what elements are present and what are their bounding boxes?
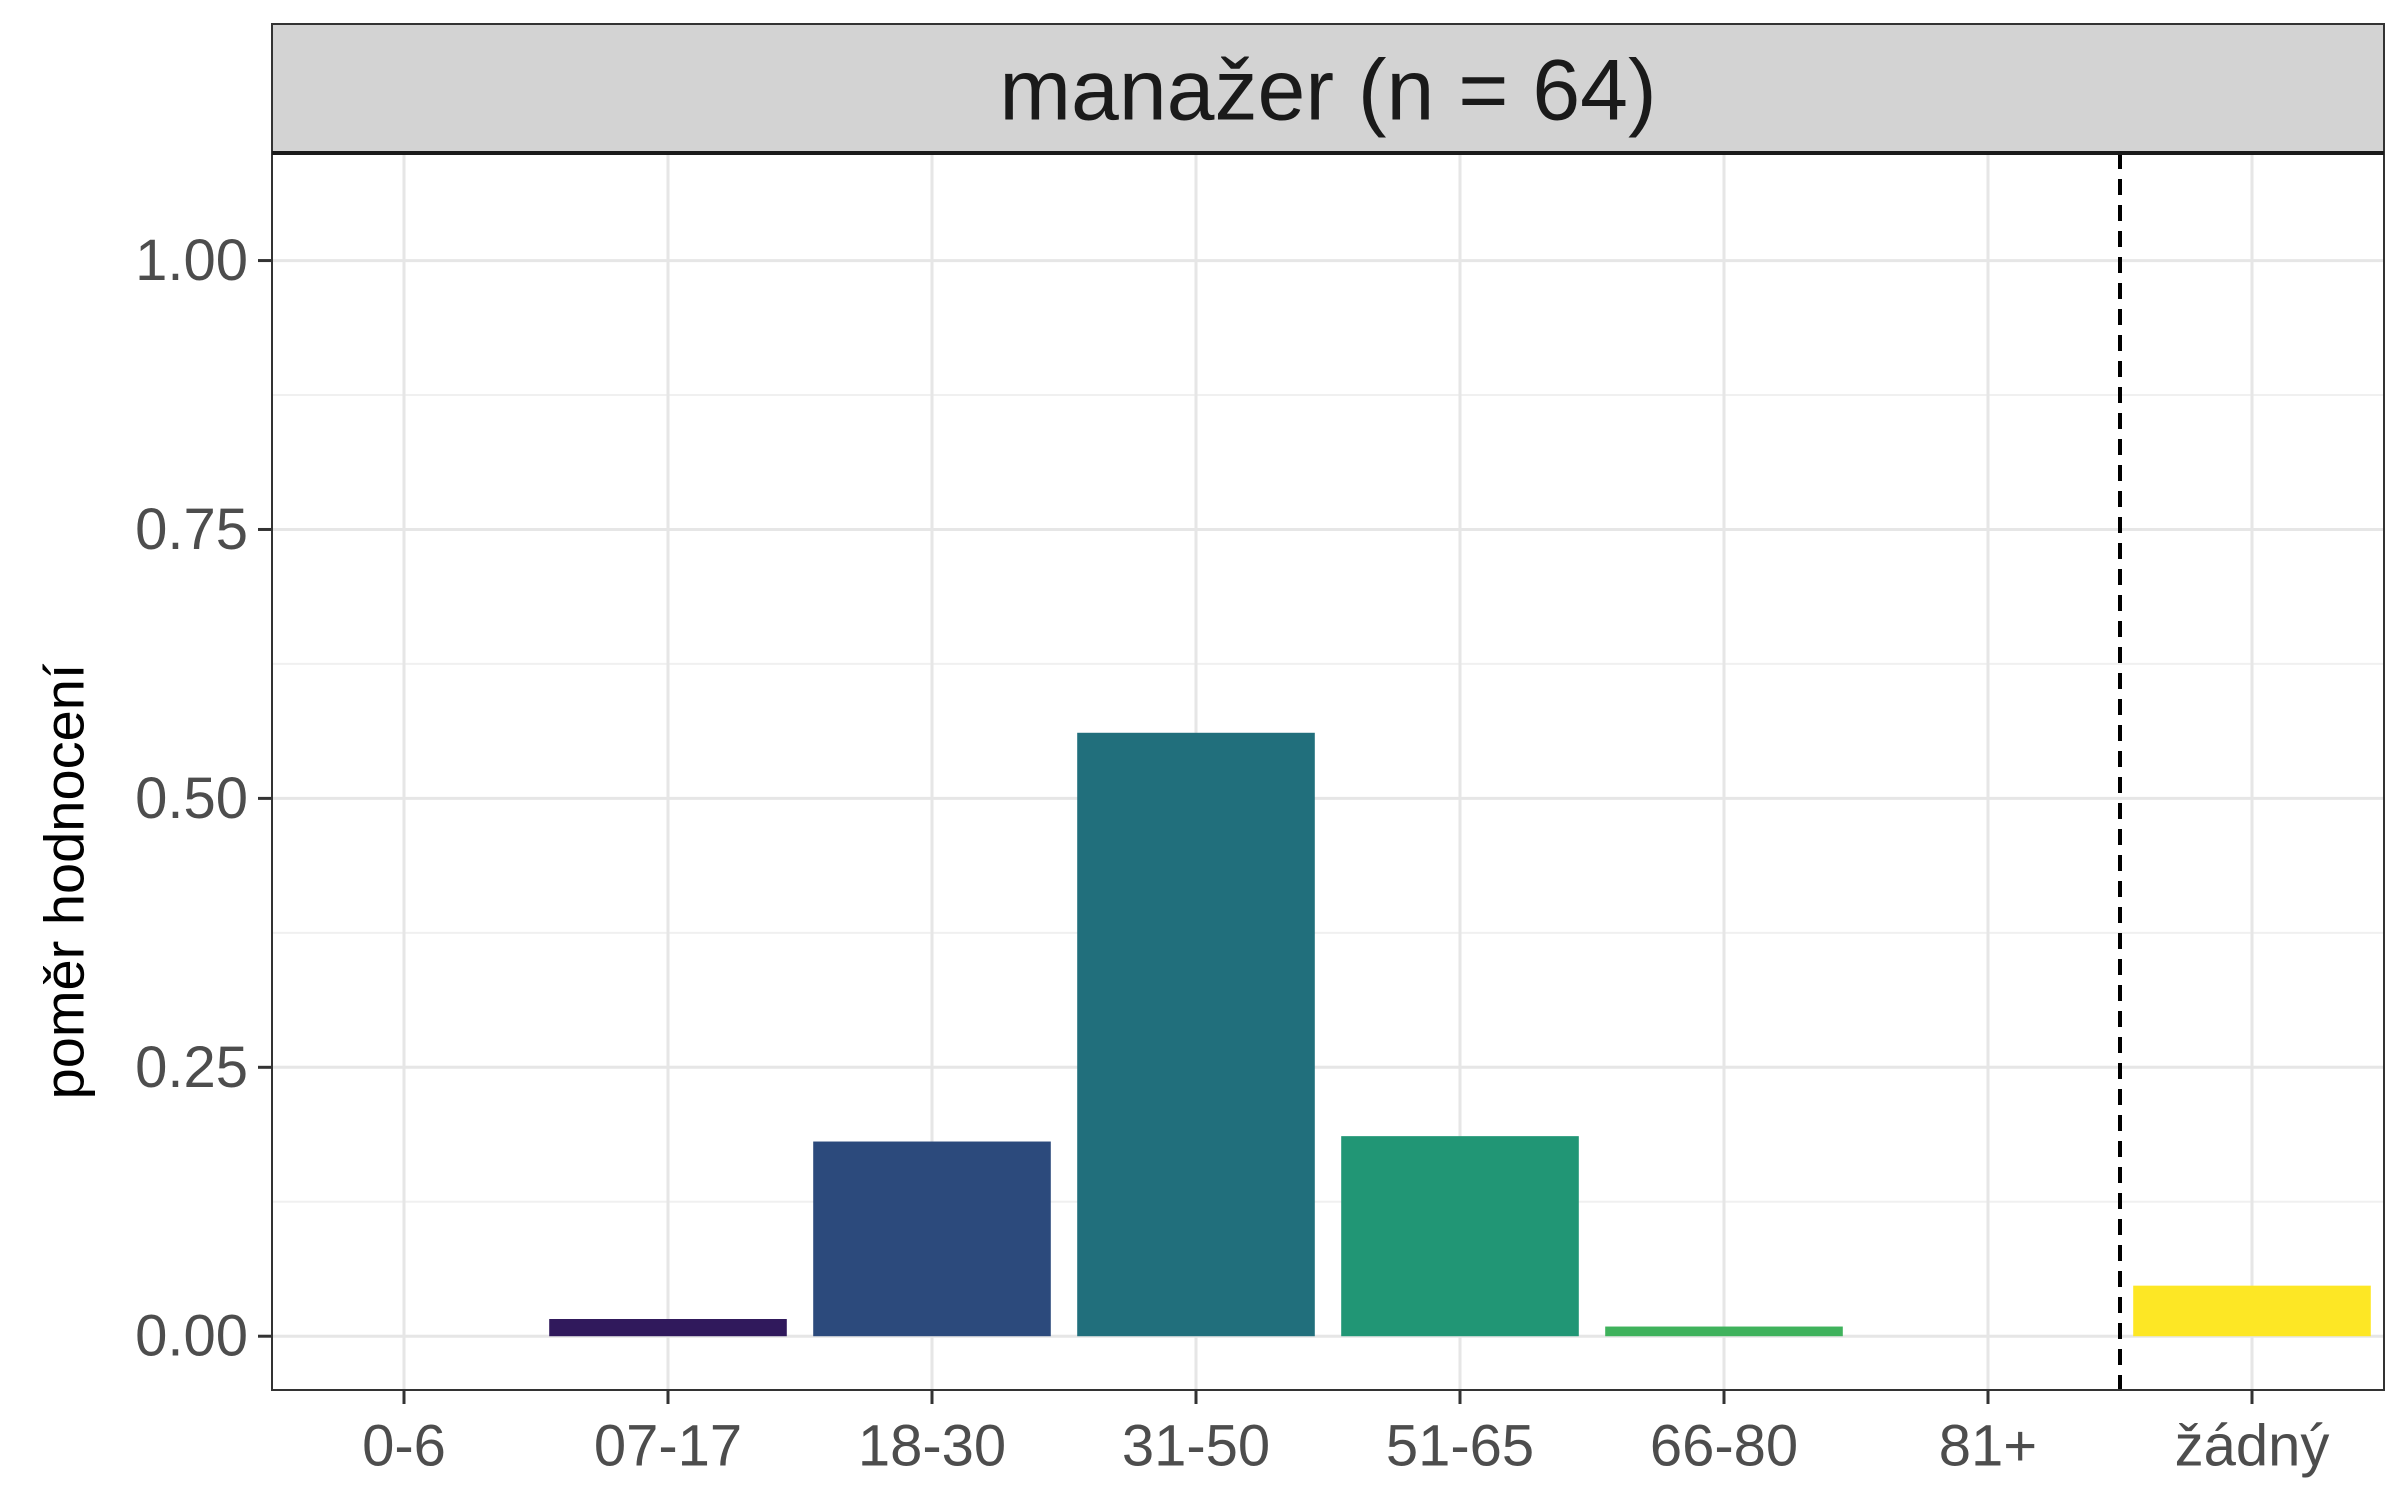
bar-18-30 xyxy=(813,1141,1051,1337)
x-tick-label: 0-6 xyxy=(362,1414,446,1479)
y-tick-label: 0.75 xyxy=(135,497,248,562)
facet-strip xyxy=(271,23,2385,154)
x-tick-label: 51-65 xyxy=(1386,1414,1534,1479)
y-axis-title: poměr hodnocení xyxy=(33,663,96,1099)
y-tick-label: 1.00 xyxy=(135,228,248,293)
bar-žádný xyxy=(2133,1285,2371,1337)
x-tick-label: 66-80 xyxy=(1650,1414,1798,1479)
x-tick-label: 18-30 xyxy=(858,1414,1006,1479)
axes: 0.00 0.25 0.50 0.75 1.00 0-6 07-17 18-30 31-50 51… xyxy=(135,228,2329,1478)
x-tick-label: 81+ xyxy=(1939,1414,2037,1479)
x-tick-label: žádný xyxy=(2175,1414,2330,1479)
bar-31-50 xyxy=(1077,732,1315,1337)
bars xyxy=(549,732,2371,1337)
bar-51-65 xyxy=(1341,1136,1579,1337)
plot-panel xyxy=(272,153,2384,1390)
x-tick-label: 31-50 xyxy=(1122,1414,1270,1479)
facet-label: manažer (n = 64) xyxy=(999,43,1656,139)
x-tick-label: 07-17 xyxy=(594,1414,742,1479)
y-tick-label: 0.00 xyxy=(135,1304,248,1369)
bar-66-80 xyxy=(1605,1326,1843,1337)
y-tick-label: 0.50 xyxy=(135,766,248,831)
bar-07-17 xyxy=(549,1319,787,1337)
y-tick-label: 0.25 xyxy=(135,1035,248,1100)
